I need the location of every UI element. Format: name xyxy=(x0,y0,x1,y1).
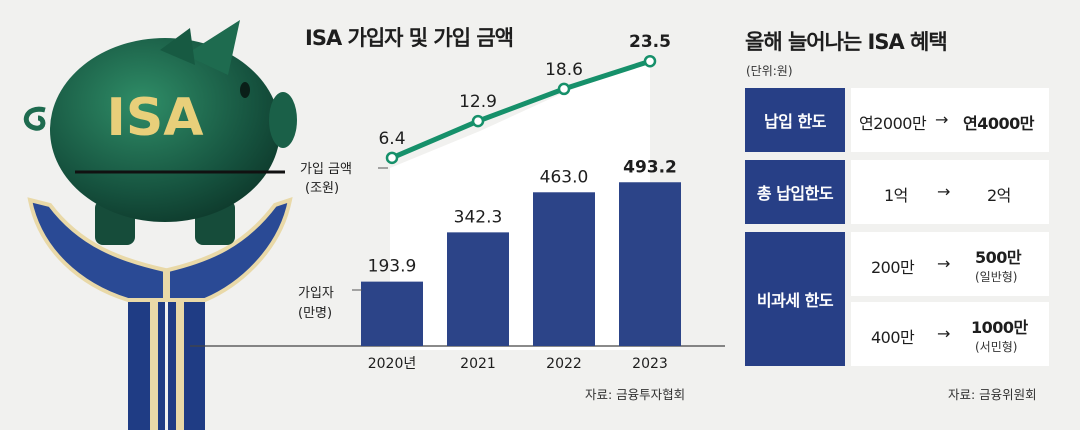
amount-data-label-2: 18.6 xyxy=(545,60,583,80)
row-label-payment-limit: 납입 한도 xyxy=(745,88,845,152)
chart-title: ISA 가입자 및 가입 금액 xyxy=(305,26,514,50)
amount-point-2 xyxy=(557,82,571,96)
bar-series-name: 가입자 xyxy=(298,286,334,301)
bar-data-label-1: 342.3 xyxy=(454,207,503,227)
to-value: 1000만 xyxy=(971,318,1028,337)
bar-series-unit: (만명) xyxy=(298,306,333,321)
row-cell-taxfree-general: 200만 → 500만 (일반형) xyxy=(851,232,1049,296)
left-hand xyxy=(27,197,167,302)
to-value: 500만 xyxy=(975,248,1022,267)
to-value: 2억 xyxy=(987,186,1011,205)
amount-data-label-0: 6.4 xyxy=(378,129,405,149)
piggy-bank-illustration: ISA xyxy=(23,20,297,430)
x-tick-label-0: 2020년 xyxy=(368,356,417,372)
bar-data-label-2: 463.0 xyxy=(540,167,589,187)
amount-data-label-1: 12.9 xyxy=(459,92,497,112)
chart-source: 자료: 금융투자협회 xyxy=(585,387,686,402)
from-value: 400만 xyxy=(871,328,915,347)
arrow-icon: → xyxy=(937,182,950,201)
benefits-title: 올해 늘어나는 ISA 혜택 xyxy=(745,30,948,54)
benefits-unit: (단위:원) xyxy=(746,64,793,78)
amount-point-3 xyxy=(643,54,657,68)
bar-data-label-3: 493.2 xyxy=(623,157,677,177)
pig-ear xyxy=(185,20,240,75)
arrow-icon: → xyxy=(935,110,948,129)
type-note: (서민형) xyxy=(975,340,1018,354)
amount-data-label-3: 23.5 xyxy=(629,32,671,52)
row-cell-payment-limit: 연2000만 → 연4000만 xyxy=(851,88,1049,152)
x-tick-label-1: 2021 xyxy=(460,356,496,372)
right-hand xyxy=(166,197,293,302)
line-series-unit: (조원) xyxy=(305,181,340,196)
bar-subscribers-2 xyxy=(533,192,595,346)
arrow-icon: → xyxy=(937,324,950,343)
isa-logo-text: ISA xyxy=(106,88,203,148)
arrow-icon: → xyxy=(937,254,950,273)
to-value: 연4000만 xyxy=(963,114,1034,133)
from-value: 1억 xyxy=(884,186,908,205)
benefits-source: 자료: 금융위원회 xyxy=(948,387,1037,402)
line-series-name: 가입 금액 xyxy=(300,162,352,177)
bar-data-label-0: 193.9 xyxy=(368,257,417,277)
pig-body xyxy=(50,38,280,222)
row-cell-taxfree-lowincome: 400만 → 1000만 (서민형) xyxy=(851,302,1049,366)
pig-snout xyxy=(269,92,297,148)
x-tick-label-3: 2023 xyxy=(632,356,668,372)
bar-subscribers-1 xyxy=(447,232,509,346)
row-label-taxfree-limit: 비과세 한도 xyxy=(745,232,845,366)
bar-subscribers-0 xyxy=(361,281,423,346)
amount-point-0 xyxy=(385,151,399,165)
from-value: 연2000만 xyxy=(859,114,927,133)
row-cell-total-limit: 1억 → 2억 xyxy=(851,160,1049,224)
amount-line xyxy=(391,58,651,161)
row-label-total-limit: 총 납입한도 xyxy=(745,160,845,224)
amount-point-1 xyxy=(471,114,485,128)
type-note: (일반형) xyxy=(975,270,1018,284)
bar-subscribers-3 xyxy=(619,182,681,346)
from-value: 200만 xyxy=(871,258,915,277)
x-tick-label-2: 2022 xyxy=(546,356,582,372)
